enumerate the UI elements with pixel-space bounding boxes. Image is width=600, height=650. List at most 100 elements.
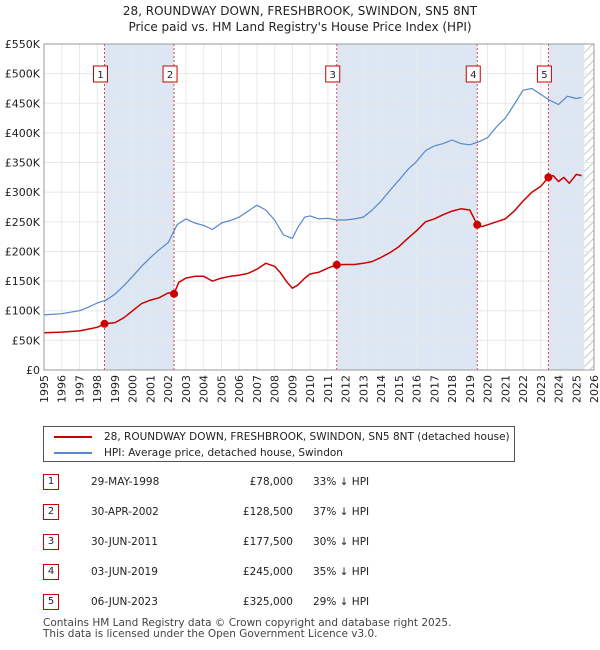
x-tick-label: 2026	[588, 375, 600, 403]
x-tick-label: 2019	[464, 375, 477, 403]
transaction-number-badge: 4	[43, 564, 59, 580]
transaction-date: 30-APR-2002	[91, 506, 159, 518]
x-tick-label: 2001	[144, 375, 157, 403]
y-tick-label: £450K	[5, 97, 41, 110]
transaction-marker-label: 1	[97, 70, 103, 81]
y-tick-label: £400K	[5, 127, 41, 140]
transaction-price: £325,000	[242, 596, 293, 608]
x-tick-label: 1996	[56, 375, 69, 403]
y-tick-label: £0	[26, 364, 40, 377]
sale-point	[332, 260, 341, 269]
y-tick-label: £500K	[5, 68, 41, 81]
x-tick-label: 1995	[38, 375, 51, 403]
transaction-marker-box	[93, 65, 108, 83]
y-tick-label: £300K	[5, 186, 41, 199]
footer-license: This data is licensed under the Open Gov…	[43, 628, 378, 640]
transaction-hpi-diff: 33% ↓ HPI	[313, 476, 370, 488]
sale-point	[544, 173, 553, 182]
x-tick-label: 2000	[127, 375, 140, 403]
x-tick-label: 2003	[180, 375, 193, 403]
transaction-number-badge: 2	[43, 504, 59, 520]
x-tick-label: 2024	[553, 375, 566, 403]
legend-label-property: 28, ROUNDWAY DOWN, FRESHBROOK, SWINDON, …	[104, 431, 510, 443]
x-tick-label: 2008	[269, 375, 282, 403]
ownership-band	[336, 44, 478, 370]
legend-label-hpi: HPI: Average price, detached house, Swin…	[104, 447, 343, 459]
transaction-price: £78,000	[249, 476, 293, 488]
x-tick-label: 1998	[91, 375, 104, 403]
y-tick-label: £150K	[5, 275, 41, 288]
table-row: 5 06-JUN-2023 £325,000 29% ↓ HPI	[43, 592, 463, 612]
transaction-hpi-diff: 30% ↓ HPI	[313, 536, 370, 548]
y-tick-label: £200K	[5, 245, 41, 258]
transaction-number-badge: 1	[43, 474, 59, 490]
table-row: 1 29-MAY-1998 £78,000 33% ↓ HPI	[43, 472, 463, 492]
table-row: 3 30-JUN-2011 £177,500 30% ↓ HPI	[43, 532, 463, 552]
y-tick-label: £250K	[5, 216, 41, 229]
transaction-number-badge: 3	[43, 534, 59, 550]
x-tick-label: 2004	[198, 375, 211, 403]
x-tick-label: 2017	[428, 375, 441, 403]
chart-title: 28, ROUNDWAY DOWN, FRESHBROOK, SWINDON, …	[122, 4, 478, 18]
chart-subtitle: Price paid vs. HM Land Registry's House …	[128, 20, 472, 34]
x-tick-label: 2005	[215, 375, 228, 403]
transaction-marker-label: 4	[470, 70, 476, 81]
legend-swatch-property	[54, 436, 92, 438]
price-chart: £0 £50K £100K £150K £200K £250K £300K £350K £400…	[5, 38, 600, 403]
x-tick-label: 2018	[446, 375, 459, 403]
table-row: 2 30-APR-2002 £128,500 37% ↓ HPI	[43, 502, 463, 522]
transaction-price: £245,000	[242, 566, 293, 578]
transaction-hpi-diff: 37% ↓ HPI	[313, 506, 370, 518]
transaction-price: £128,500	[242, 506, 293, 518]
transaction-date: 29-MAY-1998	[91, 476, 160, 488]
x-tick-label: 2014	[375, 375, 388, 403]
y-tick-label: £350K	[5, 157, 41, 170]
property-price-line	[43, 173, 582, 334]
x-tick-label: 1997	[73, 375, 86, 403]
x-tick-label: 2021	[499, 375, 512, 403]
transaction-marker-box	[465, 65, 481, 83]
x-tick-label: 2006	[233, 375, 246, 403]
x-tick-label: 2007	[251, 375, 264, 403]
transaction-marker-box	[536, 65, 552, 83]
legend-swatch-hpi	[54, 452, 92, 454]
x-tick-label: 2022	[517, 375, 530, 403]
ownership-band	[548, 44, 585, 370]
x-tick-label: 2012	[340, 375, 353, 403]
transaction-marker-box	[162, 65, 178, 83]
x-tick-label: 2011	[322, 375, 335, 403]
transaction-marker-label: 2	[167, 70, 173, 81]
transaction-date: 06-JUN-2023	[91, 596, 158, 608]
x-tick-label: 2013	[357, 375, 370, 403]
y-tick-label: £50K	[12, 334, 41, 347]
x-tick-label: 2016	[411, 375, 424, 403]
transaction-marker-label: 3	[330, 70, 336, 81]
transaction-number-badge: 5	[43, 594, 59, 610]
x-tick-label: 2010	[304, 375, 317, 403]
transaction-hpi-diff: 29% ↓ HPI	[313, 596, 370, 608]
x-tick-label: 2020	[482, 375, 495, 403]
transaction-marker-label: 5	[541, 70, 547, 81]
footer-attribution: Contains HM Land Registry data © Crown c…	[43, 618, 451, 640]
sale-point	[473, 220, 482, 229]
transaction-price: £177,500	[242, 536, 293, 548]
transaction-date: 30-JUN-2011	[91, 536, 158, 548]
x-tick-label: 2015	[393, 375, 406, 403]
x-tick-label: 2002	[162, 375, 175, 403]
future-hatch-region	[584, 44, 594, 370]
x-tick-label: 2025	[570, 375, 583, 403]
plot-frame	[43, 43, 595, 371]
x-tick-label: 2009	[286, 375, 299, 403]
sale-point	[170, 289, 179, 298]
x-tick-label: 1999	[109, 375, 122, 403]
x-tick-label: 2023	[535, 375, 548, 403]
table-row: 4 03-JUN-2019 £245,000 35% ↓ HPI	[43, 562, 463, 582]
footer-copyright: Contains HM Land Registry data © Crown c…	[43, 617, 452, 629]
chart-legend: 28, ROUNDWAY DOWN, FRESHBROOK, SWINDON, …	[43, 426, 515, 462]
y-tick-label: £550K	[5, 38, 41, 51]
hpi-line	[43, 87, 582, 316]
transaction-date: 03-JUN-2019	[91, 566, 158, 578]
ownership-band	[104, 44, 175, 370]
transaction-marker-box	[325, 65, 341, 83]
transaction-hpi-diff: 35% ↓ HPI	[313, 566, 370, 578]
